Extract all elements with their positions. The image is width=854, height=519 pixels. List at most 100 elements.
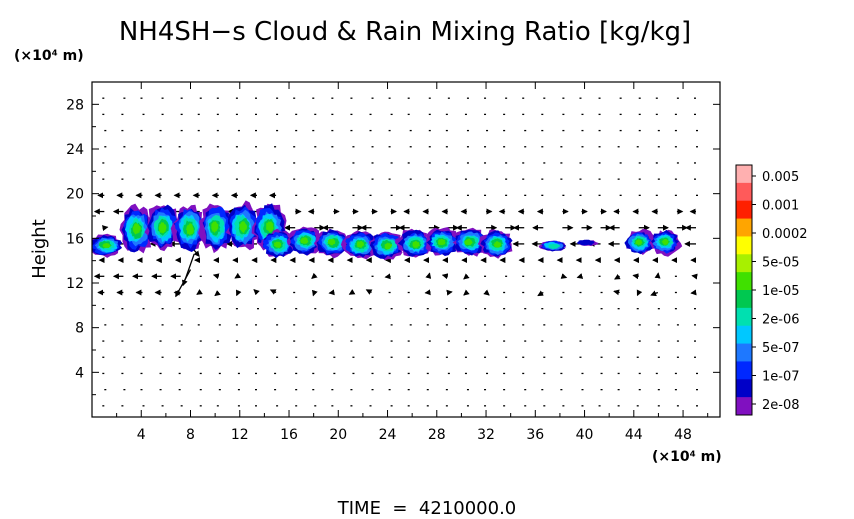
colorbar-swatch [736, 290, 752, 309]
colorbar-label: 1e-05 [762, 284, 800, 299]
wind-vector [441, 273, 449, 280]
cloud-contour [327, 238, 336, 246]
cloud-contour [437, 239, 446, 246]
wind-vector [636, 289, 643, 297]
x-tick-label: 32 [477, 427, 495, 443]
x-tick-label: 20 [329, 427, 347, 443]
colorbar-swatch [736, 236, 752, 255]
colorbar-label: 2e-06 [762, 313, 800, 328]
wind-vector [311, 289, 318, 297]
x-unit-label: (×10⁴ m) [652, 449, 722, 465]
x-axis: 4 8 12 16 20 24 28 32 36 40 44 48 [116, 82, 709, 443]
y-unit-label: (×10⁴ m) [14, 48, 84, 64]
wind-vector [348, 289, 356, 295]
wind-vector [632, 273, 639, 280]
colorbar-swatch [736, 325, 752, 345]
cloud-contour [273, 241, 282, 248]
cloud-contour [548, 243, 561, 250]
wind-vector [269, 289, 277, 295]
cloud-contour [464, 238, 473, 246]
wind-vector [196, 289, 203, 295]
y-axis: 4 8 12 16 20 24 28 [66, 97, 720, 396]
wind-vector [212, 273, 220, 280]
wind-vector [101, 225, 109, 232]
wind-vector [365, 289, 373, 295]
cloud-contour [635, 239, 643, 246]
cloud-contour [576, 239, 595, 246]
colorbar-label: 1e-07 [762, 370, 800, 385]
cloud-contour [356, 241, 365, 248]
colorbar: 0.005 0.001 0.0002 5e-05 1e-05 2e-06 5e-07 1e-0… [735, 164, 808, 416]
wind-vector [690, 289, 697, 296]
cloud-contour [412, 241, 421, 248]
x-tick-label: 28 [428, 427, 446, 443]
x-tick-label: 48 [674, 427, 692, 443]
y-tick-label: 8 [75, 321, 84, 337]
wind-vector [328, 289, 335, 296]
cloud-contour [132, 222, 141, 235]
colorbar-swatch [736, 182, 752, 202]
cloud-contour [493, 241, 502, 248]
wind-vector [537, 290, 544, 297]
cloud-contour [661, 239, 669, 245]
y-axis-label: Height [29, 219, 50, 279]
x-tick-label: 12 [231, 427, 249, 443]
x-tick-label: 4 [137, 427, 146, 443]
cloud-contour [211, 220, 219, 233]
cloud-contour [384, 242, 393, 250]
colorbar-swatch [736, 165, 752, 184]
chart-title: NH4SH−s Cloud & Rain Mixing Ratio [kg/kg… [119, 17, 691, 47]
colorbar-label: 5e-07 [762, 341, 800, 356]
colorbar-swatch [736, 218, 752, 237]
colorbar-swatch [736, 272, 752, 291]
colorbar-label: 0.001 [762, 199, 799, 214]
y-tick-label: 20 [66, 187, 84, 203]
wind-vector [311, 272, 318, 279]
x-tick-label: 40 [576, 427, 594, 443]
colorbar-swatch [736, 307, 752, 327]
wind-vector [691, 273, 698, 280]
wind-vector [234, 272, 242, 279]
wind-vector [235, 289, 242, 297]
y-tick-label: 28 [66, 97, 84, 113]
x-tick-label: 24 [379, 427, 397, 443]
cloud-contour [102, 243, 111, 249]
wind-vector [384, 273, 391, 280]
plot-frame [91, 81, 721, 418]
colorbar-label: 2e-08 [762, 398, 800, 413]
cloud-contour [239, 221, 247, 234]
wind-vector [560, 273, 568, 279]
x-tick-label: 8 [186, 427, 195, 443]
wind-vector [483, 289, 490, 296]
cloud-contour [185, 223, 194, 236]
cloud-contour [158, 221, 167, 234]
wind-vector [463, 289, 470, 296]
colorbar-swatch [736, 254, 752, 273]
wind-vector [613, 289, 620, 296]
colorbar-swatch [736, 397, 752, 416]
y-tick-label: 16 [66, 231, 84, 247]
colorbar-label: 0.005 [762, 170, 799, 185]
y-tick-label: 12 [66, 276, 84, 292]
colorbar-swatch [736, 361, 752, 380]
x-tick-label: 16 [280, 427, 298, 443]
colorbar-swatch [736, 343, 752, 362]
x-tick-label: 36 [526, 427, 544, 443]
y-tick-label: 24 [66, 142, 84, 158]
wind-vector [175, 269, 192, 298]
colorbar-label: 5e-05 [762, 256, 800, 271]
wind-vector [576, 273, 584, 279]
cloud-contour [266, 221, 274, 233]
cloud-mixing-ratio-field [92, 200, 683, 261]
colorbar-swatch [736, 200, 752, 220]
x-tick-label: 44 [625, 427, 643, 443]
wind-vector [614, 273, 621, 280]
wind-vector [214, 290, 221, 297]
colorbar-label: 0.0002 [762, 227, 808, 242]
cloud-contour [300, 237, 309, 244]
wind-vector [425, 272, 432, 279]
wind-vector [463, 273, 470, 280]
y-tick-label: 4 [75, 365, 84, 381]
wind-vector [253, 289, 260, 296]
